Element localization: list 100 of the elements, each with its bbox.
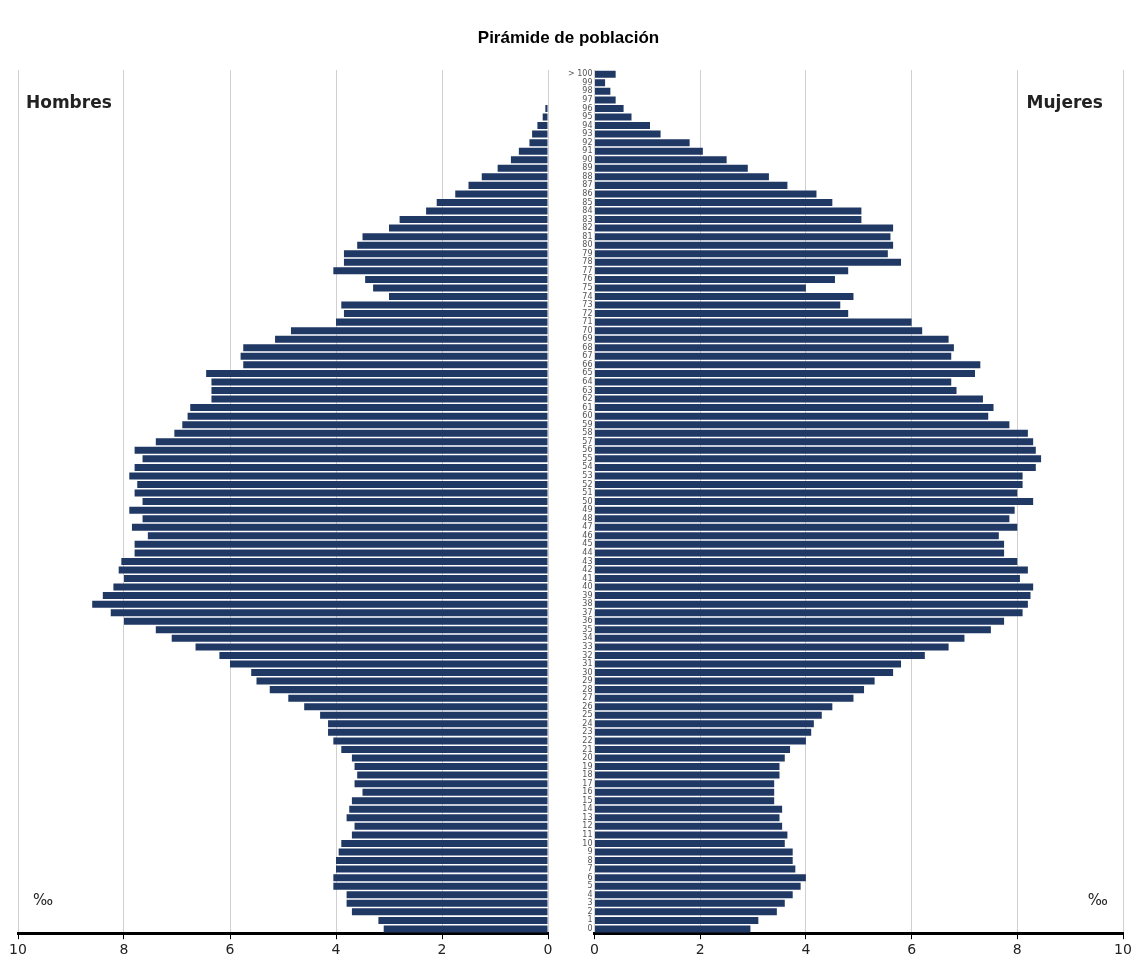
y-tick-label: 81: [582, 231, 593, 241]
y-tick-label: 26: [582, 701, 593, 711]
y-tick-label: 2: [587, 906, 593, 916]
y-tick-label: 18: [582, 770, 593, 780]
bar: [595, 481, 1023, 489]
y-tick-label: 59: [582, 419, 593, 429]
y-tick-label: 10: [582, 838, 593, 848]
y-tick-label: 41: [582, 573, 593, 583]
y-tick-label: 31: [582, 659, 593, 669]
y-tick-label: 66: [582, 359, 593, 369]
y-tick-label: 14: [582, 804, 593, 814]
y-tick-label: 52: [582, 479, 593, 489]
y-tick-label: 74: [582, 291, 593, 301]
x-tick-label: 4: [331, 941, 341, 958]
x-tick-label: 8: [119, 941, 129, 958]
y-tick-label: 93: [582, 129, 593, 139]
x-tick-label: 10: [9, 941, 27, 958]
bar: [137, 481, 548, 489]
y-tick-label: 20: [582, 753, 593, 763]
y-tick-label: 17: [582, 778, 593, 788]
text: Mujeres: [1026, 91, 1103, 112]
y-tick-label: 54: [582, 462, 593, 472]
y-tick-label: 75: [582, 283, 593, 293]
y-tick-label: 44: [582, 547, 593, 557]
y-tick-label: 86: [582, 189, 593, 198]
y-tick-label: 40: [582, 582, 593, 592]
y-tick-label: 15: [582, 795, 593, 805]
x-tick-label: 2: [437, 941, 447, 958]
bar: [595, 198, 833, 206]
y-tick-label: 30: [582, 667, 593, 677]
bar: [251, 669, 548, 677]
y-tick-label: 46: [582, 530, 593, 540]
bar: [124, 575, 548, 583]
y-tick-label: 63: [582, 385, 593, 395]
text: Hombres: [26, 91, 112, 112]
y-tick-label: 0: [587, 924, 593, 933]
y-tick-label: 87: [582, 180, 593, 190]
y-tick-label: 55: [582, 453, 593, 463]
y-tick-label: 37: [582, 607, 593, 617]
y-tick-label: 69: [582, 334, 593, 344]
annotation: ‰: [33, 890, 54, 909]
y-tick-label: 92: [582, 137, 593, 147]
y-tick-label: 29: [582, 676, 593, 686]
y-tick-label: 73: [582, 300, 593, 310]
y-tick-label: 5: [587, 881, 593, 891]
y-tick-label: 36: [582, 616, 593, 626]
y-tick-label: 80: [582, 240, 593, 250]
y-tick-label: 61: [582, 402, 593, 412]
y-tick-label: 95: [582, 112, 593, 122]
bar: [595, 669, 894, 677]
y-tick-label: 85: [582, 197, 593, 207]
y-tick-label: 1: [587, 915, 593, 925]
y-tick-label: 53: [582, 471, 593, 481]
bar: [595, 839, 785, 847]
y-tick-label: 84: [582, 206, 593, 216]
y-tick-label: > 100: [568, 69, 593, 79]
x-tick-label: 8: [1012, 941, 1022, 958]
y-tick-label: 76: [582, 274, 593, 284]
y-tick-label: 8: [587, 855, 593, 865]
y-tick-label: 90: [582, 154, 593, 164]
y-tick-label: 70: [582, 325, 593, 335]
y-tick-label: 72: [582, 308, 593, 318]
y-tick-label: 39: [582, 590, 593, 600]
y-tick-label: 97: [582, 94, 593, 104]
y-tick-label: 62: [582, 394, 593, 404]
y-tick-label: 67: [582, 351, 593, 361]
y-tick-label: 3: [587, 898, 593, 908]
y-tick-label: 78: [582, 257, 593, 267]
y-tick-label: 65: [582, 368, 593, 378]
y-tick-label: 79: [582, 248, 593, 258]
y-tick-label: 42: [582, 565, 593, 575]
y-tick-label: 16: [582, 787, 593, 797]
y-tick-label: 83: [582, 214, 593, 224]
x-tick-label: 10: [1114, 941, 1132, 958]
y-tick-label: 99: [582, 77, 593, 87]
y-tick-label: 89: [582, 163, 593, 173]
y-tick-label: 11: [582, 829, 593, 839]
chart-title: Pirámide de población: [476, 28, 661, 48]
annotation: ‰: [1087, 890, 1108, 909]
y-tick-label: 94: [582, 120, 593, 130]
y-tick-label: 77: [582, 265, 593, 275]
y-tick-label: 12: [582, 821, 593, 831]
bar: [341, 839, 548, 847]
y-tick-label: 28: [582, 684, 593, 694]
y-tick-label: 13: [582, 812, 593, 822]
y-tick-label: 49: [582, 505, 593, 515]
y-tick-label: 60: [582, 411, 593, 421]
y-tick-label: 98: [582, 86, 593, 96]
y-tick-label: 9: [587, 847, 593, 857]
y-tick-label: 23: [582, 727, 593, 737]
x-tick-label: 0: [543, 941, 553, 958]
y-tick-label: 35: [582, 624, 593, 634]
y-tick-label: 82: [582, 223, 593, 233]
bar: [211, 386, 548, 394]
bar: [545, 104, 548, 112]
y-tick-label: 32: [582, 650, 593, 660]
y-tick-label: 7: [587, 864, 593, 874]
y-tick-label: 71: [582, 317, 593, 327]
y-tick-label: 88: [582, 171, 593, 181]
y-tick-label: 47: [582, 522, 593, 532]
